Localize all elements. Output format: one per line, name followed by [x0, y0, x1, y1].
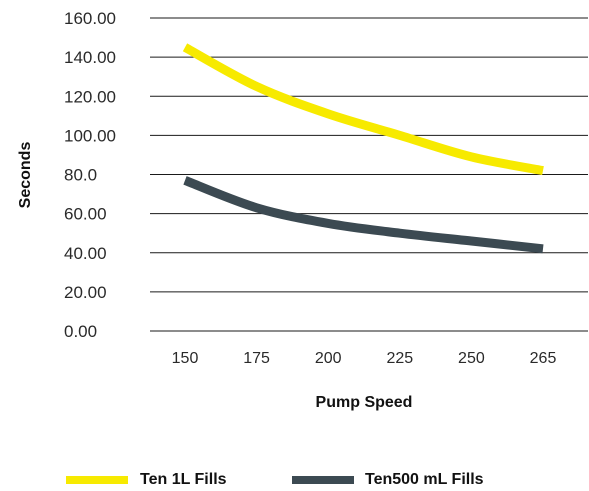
y-tick-label: 40.00 — [64, 244, 107, 263]
legend-label-1: Ten 1L Fills — [140, 471, 227, 488]
x-tick-label: 150 — [172, 350, 199, 367]
x-tick-label: 265 — [530, 350, 557, 367]
x-tick-label: 200 — [315, 350, 342, 367]
series-lines — [182, 43, 544, 254]
legend-swatch-1 — [66, 476, 128, 484]
y-axis-label: Seconds — [17, 142, 34, 209]
y-tick-label: 80.0 — [64, 166, 97, 185]
y-tick-label: 160.00 — [64, 9, 116, 28]
gridlines — [150, 17, 588, 332]
legend-label-2: Ten500 mL Fills — [365, 471, 484, 488]
y-tick-label: 0.00 — [64, 322, 97, 341]
y-tick-label: 20.00 — [64, 283, 107, 302]
x-axis-label: Pump Speed — [316, 394, 413, 411]
legend-swatch-2 — [292, 476, 354, 484]
y-axis-ticks: 160.00 140.00 120.00 100.00 80.0 60.00 40.00 20… — [64, 9, 116, 341]
y-tick-label: 120.00 — [64, 87, 116, 106]
legend: Ten 1L Fills Ten500 mL Fills — [66, 471, 484, 488]
series-line-2 — [183, 176, 544, 254]
x-tick-label: 250 — [458, 350, 485, 367]
y-tick-label: 60.00 — [64, 205, 107, 224]
x-tick-label: 225 — [386, 350, 413, 367]
y-tick-label: 100.00 — [64, 126, 116, 145]
x-axis-ticks: 150 175 200 225 250 265 — [172, 350, 557, 367]
y-tick-label: 140.00 — [64, 48, 116, 67]
x-tick-label: 175 — [243, 350, 270, 367]
series-line-1 — [182, 43, 544, 176]
